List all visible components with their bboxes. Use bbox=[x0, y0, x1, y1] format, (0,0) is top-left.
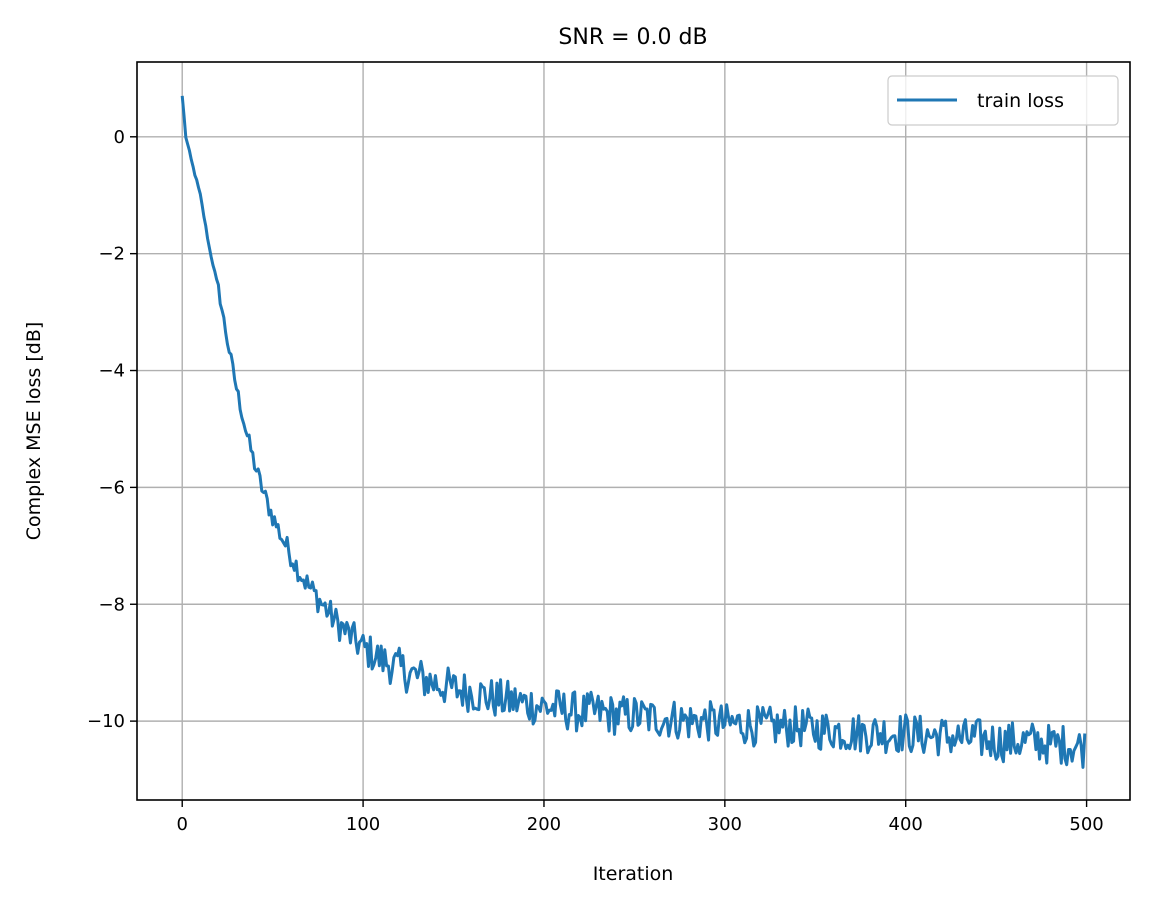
legend: train loss bbox=[887, 75, 1119, 126]
y-tick-label: −2 bbox=[98, 244, 125, 265]
x-tick-label: 500 bbox=[1069, 814, 1103, 835]
y-axis-label: Complex MSE loss [dB] bbox=[23, 322, 45, 541]
train-loss-polyline bbox=[180, 95, 1087, 769]
x-tick-label: 100 bbox=[346, 814, 380, 835]
x-axis-ticks: 0 100 200 300 400 500 bbox=[176, 800, 1104, 835]
y-tick-label: 0 bbox=[114, 127, 125, 148]
legend-box bbox=[887, 75, 1119, 126]
x-tick-label: 200 bbox=[527, 814, 561, 835]
y-axis-ticks: 0 −2 −4 −6 −8 −10 bbox=[87, 127, 137, 732]
x-tick-label: 300 bbox=[708, 814, 742, 835]
y-tick-label: −8 bbox=[98, 594, 125, 615]
y-tick-label: −10 bbox=[87, 711, 125, 732]
x-tick-label: 400 bbox=[889, 814, 923, 835]
train-loss-line bbox=[180, 95, 1087, 769]
plot-frame bbox=[136, 61, 1131, 801]
chart-title: SNR = 0.0 dB bbox=[558, 25, 707, 50]
legend-label-train-loss: train loss bbox=[977, 90, 1064, 112]
x-axis-label: Iteration bbox=[593, 863, 674, 885]
y-tick-label: −6 bbox=[98, 477, 125, 498]
grid-lines bbox=[137, 62, 1130, 800]
y-tick-label: −4 bbox=[98, 361, 125, 382]
x-tick-label: 0 bbox=[176, 814, 187, 835]
